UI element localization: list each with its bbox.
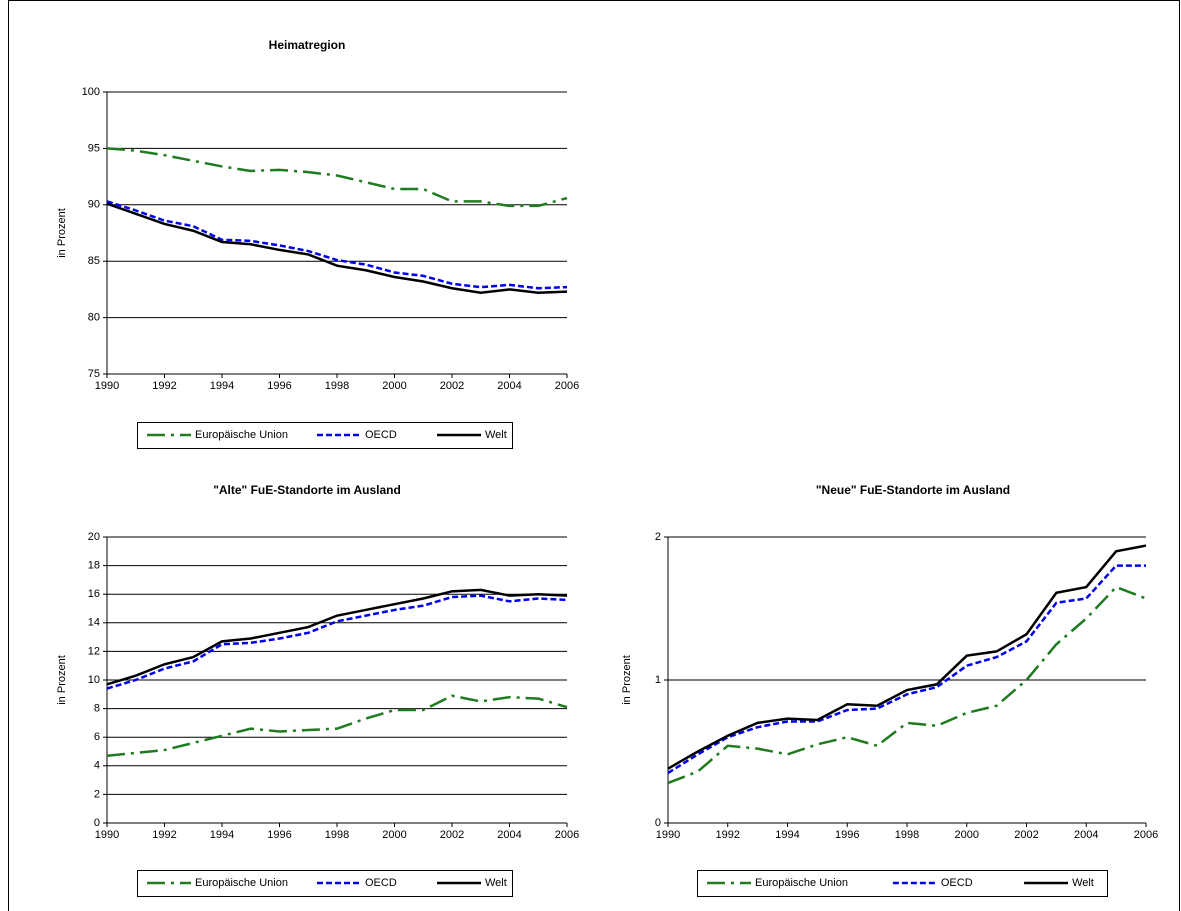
y-tick-label: 10 — [88, 674, 100, 686]
x-tick-label: 2000 — [955, 829, 979, 841]
x-tick-label: 1994 — [775, 829, 799, 841]
x-tick-label: 1992 — [152, 380, 176, 392]
x-tick-label: 2006 — [1134, 829, 1158, 841]
x-tick-label: 1992 — [152, 829, 176, 841]
x-tick-label: 1996 — [267, 829, 291, 841]
x-tick-label: 1994 — [210, 829, 234, 841]
legend-label: OECD — [365, 429, 397, 441]
legend-label: OECD — [941, 877, 973, 889]
y-tick-label: 0 — [94, 817, 100, 829]
y-tick-label: 14 — [88, 617, 100, 629]
x-tick-label: 2000 — [382, 380, 406, 392]
series-line — [106, 594, 568, 690]
x-tick-label: 1994 — [210, 380, 234, 392]
y-tick-label: 90 — [88, 199, 100, 211]
y-tick-label: 85 — [88, 255, 100, 267]
y-axis-label: in Prozent — [621, 655, 633, 705]
x-tick-label: 2002 — [440, 829, 464, 841]
x-tick-label: 1998 — [325, 829, 349, 841]
y-tick-label: 100 — [82, 86, 100, 98]
y-tick-label: 80 — [88, 312, 100, 324]
y-axis-label: in Prozent — [56, 655, 68, 705]
legend-label: Europäische Union — [755, 877, 848, 889]
chart-title: "Neue" FuE-Standorte im Ausland — [816, 483, 1010, 497]
x-tick-label: 1990 — [95, 380, 119, 392]
series-line — [667, 585, 1147, 785]
y-tick-label: 4 — [94, 760, 100, 772]
chart-title: "Alte" FuE-Standorte im Ausland — [213, 483, 401, 497]
y-tick-label: 0 — [655, 817, 661, 829]
legend-label: Europäische Union — [195, 429, 288, 441]
y-tick-label: 75 — [88, 368, 100, 380]
y-tick-label: 1 — [655, 674, 661, 686]
y-tick-label: 8 — [94, 703, 100, 715]
x-tick-label: 2002 — [440, 380, 464, 392]
y-tick-label: 20 — [88, 531, 100, 543]
series-line — [106, 694, 568, 758]
x-tick-label: 2004 — [497, 829, 521, 841]
x-tick-label: 1992 — [716, 829, 740, 841]
series-line — [106, 200, 568, 290]
x-tick-label: 1990 — [95, 829, 119, 841]
legend-label: Welt — [1072, 877, 1094, 889]
y-tick-label: 2 — [655, 531, 661, 543]
x-tick-label: 2006 — [555, 380, 579, 392]
y-tick-label: 18 — [88, 560, 100, 572]
x-tick-label: 2004 — [497, 380, 521, 392]
series-line — [106, 588, 568, 686]
series-line — [106, 147, 568, 208]
y-tick-label: 12 — [88, 645, 100, 657]
x-tick-label: 2000 — [382, 829, 406, 841]
series-line — [106, 202, 568, 295]
x-tick-label: 2006 — [555, 829, 579, 841]
x-tick-label: 1998 — [895, 829, 919, 841]
series-line — [667, 544, 1147, 770]
legend-label: Welt — [485, 877, 507, 889]
x-tick-label: 1990 — [656, 829, 680, 841]
y-tick-label: 6 — [94, 731, 100, 743]
y-axis-label: in Prozent — [56, 208, 68, 258]
sheet-frame — [8, 0, 1180, 911]
y-tick-label: 16 — [88, 588, 100, 600]
series-line — [667, 564, 1146, 775]
x-tick-label: 1998 — [325, 380, 349, 392]
chart-title: Heimatregion — [269, 38, 346, 52]
y-tick-label: 95 — [88, 142, 100, 154]
x-tick-label: 2004 — [1074, 829, 1098, 841]
legend-label: OECD — [365, 877, 397, 889]
y-tick-label: 2 — [94, 788, 100, 800]
legend-label: Europäische Union — [195, 877, 288, 889]
x-tick-label: 1996 — [835, 829, 859, 841]
x-tick-label: 1996 — [267, 380, 291, 392]
legend-label: Welt — [485, 429, 507, 441]
x-tick-label: 2002 — [1014, 829, 1038, 841]
